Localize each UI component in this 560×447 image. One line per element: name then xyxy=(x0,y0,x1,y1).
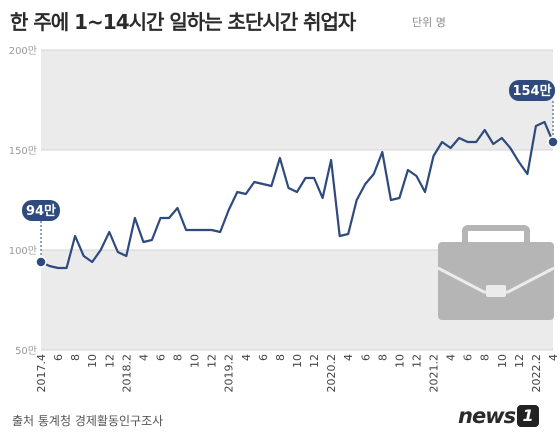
x-tick-label: 8 xyxy=(274,354,287,361)
x-tick-label: 6 xyxy=(52,354,65,361)
x-tick-label: 10 xyxy=(393,354,406,368)
x-tick-label: 8 xyxy=(172,354,185,361)
data-point-marker xyxy=(35,256,47,268)
x-tick-label: 12 xyxy=(410,354,423,368)
x-tick-label: 6 xyxy=(359,354,372,361)
y-tick-label: 50만 xyxy=(15,345,37,357)
x-tick-label: 2020.2 xyxy=(325,354,338,393)
x-tick-label: 4 xyxy=(137,354,150,361)
x-tick-label: 10 xyxy=(496,354,509,368)
x-tick-label: 12 xyxy=(103,354,116,368)
y-tick-label: 100만 xyxy=(9,245,37,257)
x-axis-ticks: 2017.4 6 8 10 12 2018.2 4 6 8 10 12 2019.2 4 6 8 10 12 20… xyxy=(35,354,560,393)
y-tick-label: 150만 xyxy=(9,145,37,157)
callout-box xyxy=(509,80,555,101)
logo-word: news xyxy=(458,404,516,428)
x-tick-label: 8 xyxy=(376,354,389,361)
x-tick-label: 8 xyxy=(69,354,82,361)
briefcase-icon xyxy=(437,225,555,320)
x-tick-label: 6 xyxy=(462,354,475,361)
source-note: 출처 통계청 경제활동인구조사 xyxy=(12,414,164,428)
x-tick-label: 4 xyxy=(445,354,458,361)
x-tick-label: 4 xyxy=(547,354,560,361)
series-markers xyxy=(35,136,559,268)
x-tick-label: 6 xyxy=(257,354,270,361)
band xyxy=(41,50,553,150)
x-tick-label: 10 xyxy=(86,354,99,368)
x-tick-label: 2018.2 xyxy=(120,354,133,393)
x-tick-label: 12 xyxy=(308,354,321,368)
x-tick-label: 10 xyxy=(189,354,202,368)
x-tick-label: 4 xyxy=(240,354,253,361)
x-tick-label: 4 xyxy=(342,354,355,361)
x-tick-label: 2021.2 xyxy=(428,354,441,393)
x-tick-label: 2022.2 xyxy=(530,354,543,393)
callout-label: 94만 xyxy=(26,203,56,219)
callout-box xyxy=(22,200,60,221)
callout-label: 154만 xyxy=(512,83,551,99)
x-tick-label: 12 xyxy=(513,354,526,368)
background-bands xyxy=(41,50,553,350)
x-tick-label: 2017.4 xyxy=(35,354,48,393)
x-tick-label: 2019.2 xyxy=(223,354,236,393)
x-tick-label: 6 xyxy=(154,354,167,361)
y-tick-label: 200만 xyxy=(9,45,37,57)
data-point-marker xyxy=(547,136,559,148)
y-axis-ticks: 50만 100만 150만 200만 xyxy=(9,45,37,357)
page-title: 한 주에 1~14시간 일하는 초단시간 취업자 xyxy=(10,10,356,34)
series-line xyxy=(39,120,555,270)
callouts: 94만 154만 xyxy=(22,80,555,257)
x-tick-label: 10 xyxy=(291,354,304,368)
x-tick-label: 12 xyxy=(206,354,219,368)
logo-number: 1 xyxy=(517,405,540,427)
series-polyline xyxy=(39,120,555,270)
news1-logo: news 1 xyxy=(458,404,540,428)
unit-label: 단위 명 xyxy=(412,16,446,29)
x-tick-label: 8 xyxy=(479,354,492,361)
